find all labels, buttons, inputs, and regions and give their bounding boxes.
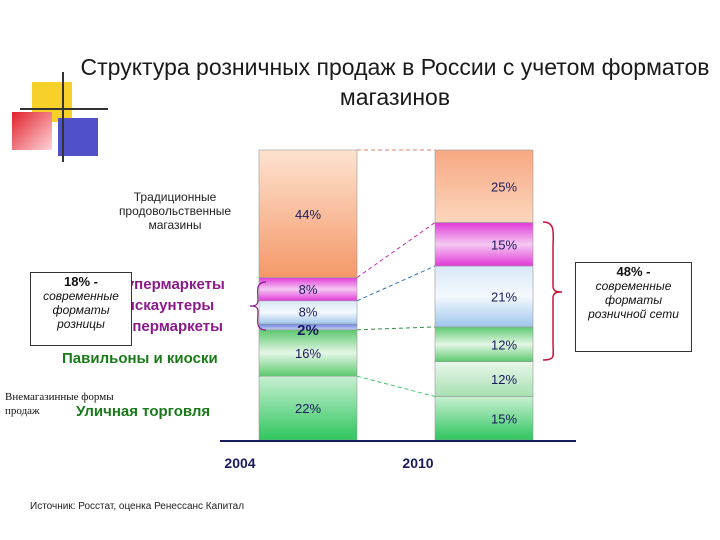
connector-series-2 xyxy=(356,326,436,331)
segment-label-2010-2: 12% xyxy=(491,337,517,352)
bar-2010-series-4 xyxy=(434,265,534,328)
label-discounters: Дискаунтеры xyxy=(115,297,215,314)
left-brace xyxy=(249,281,267,331)
bar-2010-series-2 xyxy=(434,326,534,362)
bar-2004-series-2 xyxy=(258,329,358,377)
decor-red-square xyxy=(12,112,52,150)
connector-series-5 xyxy=(356,222,436,279)
bar-2010-series-6 xyxy=(434,149,534,223)
decor-blue-square xyxy=(58,118,98,156)
x-tick-2010: 2010 xyxy=(402,455,433,471)
segment-label-2004-5: 8% xyxy=(299,282,318,297)
modern-2010-share: 48% - xyxy=(616,264,651,279)
bar-2004-series-6 xyxy=(258,149,358,278)
chart-title: Структура розничных продаж в России с уч… xyxy=(80,54,710,110)
label-outside-store-sales: Внемагазинные формы продаж xyxy=(5,391,114,417)
connector-lines xyxy=(356,149,436,397)
segment-label-2004-2: 16% xyxy=(295,346,321,361)
segment-label-2010-6: 25% xyxy=(491,179,517,194)
bar-2004-series-0 xyxy=(258,375,358,441)
segment-label-2010-1: 12% xyxy=(491,372,517,387)
modern-2004-text: современные форматы розницы xyxy=(43,289,119,331)
segment-label-2004-6: 44% xyxy=(295,207,321,222)
segment-labels: 22% 16% 2% 8% 8% 44% 15% 12% 12% 21% 15% 25% xyxy=(295,179,517,426)
bar-2010-series-0 xyxy=(434,396,534,441)
bar-2010-series-5 xyxy=(434,222,534,267)
segment-label-2010-5: 15% xyxy=(491,237,517,252)
modern-formats-2010-box: 48% - современные форматы розничной сети xyxy=(575,262,692,352)
modern-2004-share: 18% - xyxy=(64,274,98,289)
right-brace xyxy=(542,221,563,361)
label-hypermarkets: Гипермаркеты xyxy=(115,318,223,335)
label-street-trade: Уличная торговля xyxy=(76,403,211,420)
segment-label-2010-4: 21% xyxy=(491,289,517,304)
label-supermarkets: Супермаркеты xyxy=(115,276,225,293)
segment-label-2004-4: 8% xyxy=(299,304,318,319)
segment-label-2010-0: 15% xyxy=(491,411,517,426)
x-tick-2004: 2004 xyxy=(224,455,255,471)
modern-2010-text: современные форматы розничной сети xyxy=(588,279,679,321)
bars xyxy=(258,149,534,441)
decor-horizontal-line xyxy=(20,108,108,110)
label-traditional-stores: Традиционные продовольственные магазины xyxy=(118,190,232,232)
source-note: Источник: Росстат, оценка Ренессанс Капи… xyxy=(30,501,245,512)
decor-vertical-line xyxy=(62,72,64,162)
connector-series-0 xyxy=(356,375,436,397)
label-pavilions-kiosks: Павильоны и киоски xyxy=(62,350,218,367)
bar-2010-series-1 xyxy=(434,361,534,397)
segment-label-2004-3: 2% xyxy=(297,322,319,339)
modern-formats-2004-box: 18% - современные форматы розницы xyxy=(30,272,132,346)
segment-label-2004-0: 22% xyxy=(295,401,321,416)
connector-series-4 xyxy=(356,265,436,302)
